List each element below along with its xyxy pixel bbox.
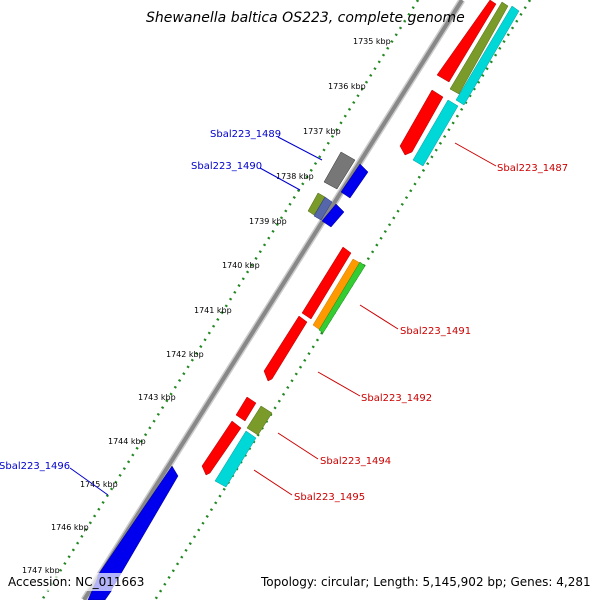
kbp-label: 1741 kbp: [194, 306, 232, 315]
gene-label-sbal223-1492: Sbal223_1492: [361, 393, 432, 404]
gene-sbal223-1495[interactable]: [214, 430, 257, 488]
gene-label-sbal223-1491: Sbal223_1491: [400, 326, 471, 337]
kbp-label: 1735 kbp: [353, 37, 391, 46]
kbp-label: 1747 kbp: [22, 566, 60, 575]
gene-label-sbal223-1487: Sbal223_1487: [497, 163, 568, 174]
gene-cyan-1487[interactable]: [412, 99, 459, 167]
gene-blue-1489[interactable]: [340, 163, 369, 199]
kbp-label: 1746 kbp: [51, 523, 89, 532]
gene-blue-1490[interactable]: [321, 203, 345, 228]
kbp-label: 1745 kbp: [80, 480, 118, 489]
gene-red-top[interactable]: [436, 0, 497, 83]
kbp-label: 1736 kbp: [328, 82, 366, 91]
gene-sbal223-1494[interactable]: [246, 405, 273, 436]
gene-label-sbal223-1490: Sbal223_1490: [191, 161, 262, 172]
gene-label-sbal223-1495: Sbal223_1495: [294, 492, 365, 503]
kbp-label: 1738 kbp: [276, 172, 314, 181]
footer-accession: Accession: NC_011663: [8, 575, 144, 589]
gene-red-small[interactable]: [235, 396, 257, 422]
gene-cyan-top[interactable]: [455, 5, 520, 106]
gene-olive-top[interactable]: [449, 1, 509, 95]
gene-slate-1490[interactable]: [313, 196, 333, 221]
gene-sbal223-1489[interactable]: [323, 151, 356, 190]
gene-sbal223-1487[interactable]: [399, 89, 444, 156]
kbp-label: 1744 kbp: [108, 437, 146, 446]
kbp-label: 1742 kbp: [166, 350, 204, 359]
gene-label-sbal223-1489: Sbal223_1489: [210, 129, 281, 140]
kbp-label: 1739 kbp: [249, 217, 287, 226]
footer-accession-bg: [6, 573, 148, 591]
dna-backbone: [82, 0, 464, 600]
gene-green[interactable]: [318, 261, 366, 334]
gene-label-sbal223-1496: Sbal223_1496: [0, 461, 70, 472]
leader-lines: [69, 136, 497, 496]
kbp-tick-labels: 1735 kbp 1736 kbp 1737 kbp 1738 kbp 1739…: [22, 37, 391, 575]
map-title: Shewanella baltica OS223, complete genom…: [146, 10, 465, 26]
footer-topology: Topology: circular; Length: 5,145,902 bp…: [260, 575, 591, 589]
gene-label-sbal223-1494: Sbal223_1494: [320, 456, 391, 467]
kbp-label: 1737 kbp: [303, 127, 341, 136]
kbp-label: 1740 kbp: [222, 261, 260, 270]
gene-red-1495[interactable]: [201, 420, 242, 476]
gene-sbal223-1492[interactable]: [263, 315, 308, 382]
kbp-label: 1743 kbp: [138, 393, 176, 402]
gene-sbal223-1491[interactable]: [301, 246, 352, 320]
gene-sbal223-1490[interactable]: [307, 192, 326, 216]
